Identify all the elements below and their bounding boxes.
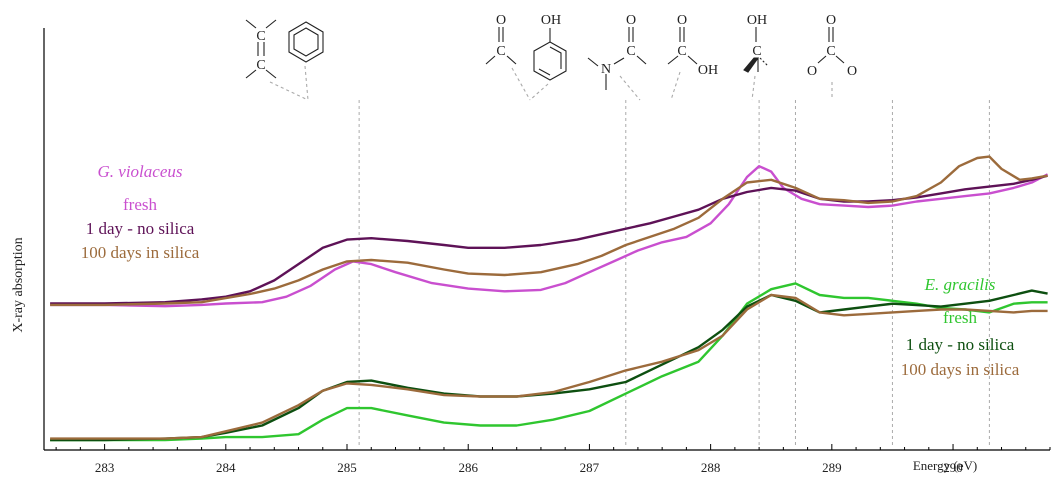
- molecule-alcohol: OH C: [743, 13, 769, 73]
- legend-g-violaceus-1day: 1 day - no silica: [86, 219, 195, 238]
- x-tick-label: 290: [943, 460, 963, 475]
- mol-acid-c: C: [677, 44, 686, 59]
- x-tick-label: 286: [458, 460, 478, 475]
- mol-ketone-c: C: [496, 44, 505, 59]
- legend-g-violaceus-100days: 100 days in silica: [81, 243, 200, 262]
- mol-amide-n: N: [601, 62, 611, 77]
- molecule-carbonate: O C O O: [807, 13, 857, 79]
- series-line-e-gracilis-1: [50, 289, 1048, 442]
- mol-ketone-o: O: [496, 13, 506, 28]
- molecule-benzene: [288, 21, 324, 63]
- x-tick-label: 287: [580, 460, 600, 475]
- axes-layer: X-ray absorption Energy (eV): [11, 28, 1050, 473]
- mol-acid-oh: OH: [698, 63, 718, 78]
- series-line-g-violaceus-1: [50, 174, 1048, 305]
- series-line-g-violaceus-0: [50, 165, 1049, 308]
- molecule-amide: O N C: [587, 13, 647, 90]
- ticks-layer: 283 284 285 286 287 288 289 290: [55, 444, 1051, 475]
- molecule-structures: C C O C OH: [245, 13, 857, 101]
- legend-e-gracilis-1day: 1 day - no silica: [906, 335, 1015, 354]
- molecule-alkene: C C: [245, 19, 277, 79]
- mol-phenol-oh: OH: [541, 13, 561, 28]
- mol-amide-c: C: [626, 44, 635, 59]
- series-layer: [50, 155, 1049, 442]
- x-tick-label: 289: [822, 460, 842, 475]
- legend-e-gracilis: E. gracilis fresh 1 day - no silica 100 …: [901, 275, 1020, 379]
- legend-g-violaceus-title: G. violaceus: [98, 162, 183, 181]
- series-line-e-gracilis-2: [50, 293, 1048, 440]
- annotation-lines-layer: [358, 100, 990, 446]
- x-tick-label: 288: [701, 460, 721, 475]
- molecule-carboxylic-acid: O C OH: [667, 13, 718, 78]
- legend-e-gracilis-title: E. gracilis: [924, 275, 996, 294]
- molecule-phenol: OH: [533, 13, 567, 81]
- mol-carbonate-o2: O: [807, 64, 817, 79]
- molecule-leaders: [269, 65, 833, 101]
- series-line-e-gracilis-0: [50, 282, 1048, 442]
- x-tick-label: 283: [95, 460, 115, 475]
- legend-g-violaceus-fresh: fresh: [123, 195, 157, 214]
- x-tick-label: 285: [337, 460, 357, 475]
- mol-alcohol-oh: OH: [747, 13, 767, 28]
- mol-alcohol-c: C: [752, 44, 761, 59]
- mol-acid-o: O: [677, 13, 687, 28]
- legend-g-violaceus: G. violaceus fresh 1 day - no silica 100…: [81, 162, 200, 262]
- legend-e-gracilis-100days: 100 days in silica: [901, 360, 1020, 379]
- legend-e-gracilis-fresh: fresh: [943, 308, 977, 327]
- series-line-g-violaceus-2: [50, 155, 1048, 307]
- mol-alkene-c1: C: [256, 29, 265, 44]
- x-axis-title: Energy (eV): [913, 458, 977, 473]
- x-tick-label: 284: [216, 460, 236, 475]
- mol-carbonate-c: C: [826, 44, 835, 59]
- mol-amide-o: O: [626, 13, 636, 28]
- mol-carbonate-o1: O: [826, 13, 836, 28]
- y-axis-title: X-ray absorption: [11, 237, 26, 332]
- mol-alkene-c2: C: [256, 58, 265, 73]
- mol-carbonate-o3: O: [847, 64, 857, 79]
- molecule-ketone: O C: [485, 13, 517, 65]
